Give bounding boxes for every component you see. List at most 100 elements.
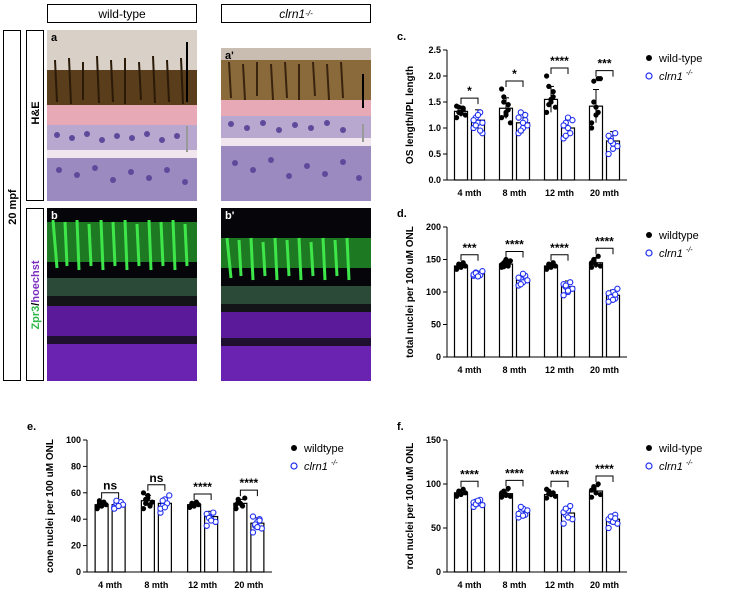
significance-bracket <box>550 254 569 261</box>
data-point-wildtype <box>593 490 599 496</box>
legend-marker-wildtype <box>291 445 297 451</box>
zpr3-wildtype-image: b <box>47 208 197 381</box>
y-tick-label: 0 <box>436 567 441 577</box>
data-point-wildtype <box>589 264 595 270</box>
panel-label: c. <box>397 31 406 43</box>
data-point-wildtype <box>552 104 558 110</box>
significance-bracket <box>193 493 212 501</box>
he-label: H&E <box>30 101 42 125</box>
data-point-wildtype <box>94 504 100 510</box>
significance-label: **** <box>550 54 569 68</box>
data-point-mutant <box>522 111 529 119</box>
data-point-mutant <box>472 122 479 129</box>
data-point-wildtype <box>595 253 601 259</box>
data-point-wildtype <box>589 125 595 131</box>
zpr3-mutant-image: b' <box>221 208 371 381</box>
significance-label: *** <box>462 241 476 255</box>
data-point-wildtype <box>505 260 511 266</box>
legend-label-mutant-sup: -/- <box>331 460 338 467</box>
data-point-wildtype <box>499 115 505 121</box>
significance-bracket <box>505 479 524 487</box>
x-tick-label: 4 mth <box>98 580 122 590</box>
y-tick-label: 40 <box>71 514 81 524</box>
data-point-wildtype <box>552 493 558 499</box>
he-mutant-svg <box>221 48 371 201</box>
y-tick-label: 0 <box>76 567 81 577</box>
data-point-mutant <box>115 502 122 510</box>
y-axis-label: total nuclei per 100 uM ONL <box>405 226 416 358</box>
chart-f: f. 0 50 100 150 rod nuclei per 100 uM ONL 4 mt… <box>397 421 702 590</box>
x-tick-label: 12 mth <box>545 580 574 590</box>
data-point-wildtype <box>544 265 550 271</box>
data-point-mutant <box>612 515 619 522</box>
data-point-wildtype <box>548 96 554 102</box>
data-point-wildtype <box>597 263 603 269</box>
bar <box>498 493 514 573</box>
image-label-b-prime: b' <box>225 210 235 222</box>
data-point-mutant <box>612 130 619 137</box>
data-point-wildtype <box>595 481 601 487</box>
data-point-mutant <box>614 143 621 150</box>
data-point-mutant <box>254 523 261 531</box>
x-tick-label: 20 mth <box>590 365 619 375</box>
significance-bracket <box>505 251 524 258</box>
bar <box>515 511 531 573</box>
significance-label: * <box>467 84 472 98</box>
data-point-mutant <box>560 292 567 299</box>
y-tick-label: 1.0 <box>428 123 441 133</box>
zpr3-label: Zpr3 <box>30 305 42 330</box>
data-point-wildtype <box>235 499 241 505</box>
legend-marker-mutant <box>290 462 298 470</box>
x-tick-label: 12 mth <box>545 188 574 198</box>
data-point-mutant <box>605 524 612 532</box>
bar <box>515 279 531 358</box>
data-point-mutant <box>562 282 569 289</box>
data-point-wildtype <box>499 86 505 92</box>
x-tick-label: 12 mth <box>545 365 574 375</box>
data-point-mutant <box>564 114 572 121</box>
data-point-wildtype <box>454 103 460 109</box>
data-point-wildtype <box>591 484 597 490</box>
x-tick-label: 4 mth <box>457 365 481 375</box>
data-point-wildtype <box>505 107 511 113</box>
significance-label: **** <box>505 238 524 252</box>
age-box: 20 mpf <box>3 30 21 381</box>
legend-marker-mutant <box>645 462 653 470</box>
data-point-mutant <box>517 281 524 288</box>
data-point-wildtype <box>593 104 599 110</box>
panel-label: f. <box>397 421 404 433</box>
mutant-header-label: clrn1 <box>279 6 306 21</box>
legend-label-wildtype: wild-type <box>658 443 702 455</box>
data-point-mutant <box>524 507 531 514</box>
significance-bracket <box>460 254 479 261</box>
data-point-wildtype <box>103 502 109 508</box>
data-point-wildtype <box>507 120 513 126</box>
data-point-wildtype <box>195 502 202 508</box>
data-point-wildtype <box>462 490 468 496</box>
data-point-mutant <box>479 501 486 509</box>
data-point-wildtype <box>593 262 599 268</box>
wildtype-header-label: wild-type <box>98 6 146 21</box>
significance-label: *** <box>597 57 611 71</box>
data-point-wildtype <box>96 498 103 504</box>
chart-c: c. 0.0 0.5 1.0 1.5 2.0 2.5 OS length/IPL length… <box>397 31 702 198</box>
data-point-mutant <box>519 270 527 277</box>
data-point-wildtype <box>503 492 509 499</box>
data-point-mutant <box>515 114 522 121</box>
hoechst-label: hoechst <box>30 260 42 303</box>
y-tick-label: 0 <box>436 352 441 362</box>
data-point-mutant <box>519 119 527 126</box>
data-point-mutant <box>612 291 619 298</box>
legend-label-mutant: clrn1 <box>659 461 683 473</box>
legend-label-wildtype: wildtype <box>303 443 344 455</box>
data-point-mutant <box>567 279 574 286</box>
data-point-mutant <box>560 520 567 527</box>
bar <box>498 263 514 358</box>
data-point-mutant <box>479 268 486 275</box>
legend-label-mutant-sup: -/- <box>686 70 693 77</box>
y-tick-label: 80 <box>71 461 81 471</box>
bar <box>588 262 604 358</box>
data-point-wildtype <box>505 485 511 491</box>
legend-label-mutant: clrn1 <box>304 461 328 473</box>
significance-label: **** <box>595 234 614 248</box>
